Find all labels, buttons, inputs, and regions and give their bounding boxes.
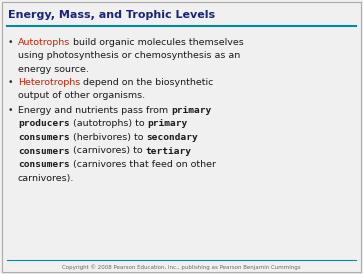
Text: Autotrophs: Autotrophs	[18, 38, 70, 47]
Text: Energy and nutrients pass from: Energy and nutrients pass from	[18, 106, 171, 115]
Text: (carnivores) to: (carnivores) to	[70, 147, 145, 156]
Text: build organic molecules themselves: build organic molecules themselves	[70, 38, 244, 47]
Text: (herbivores) to: (herbivores) to	[70, 133, 146, 142]
Text: •: •	[8, 78, 13, 87]
Text: Copyright © 2008 Pearson Education, Inc., publishing as Pearson Benjamin Cumming: Copyright © 2008 Pearson Education, Inc.…	[62, 264, 300, 270]
Text: carnivores).: carnivores).	[18, 173, 74, 182]
FancyBboxPatch shape	[2, 2, 361, 272]
Text: •: •	[8, 106, 13, 115]
Text: (autotrophs) to: (autotrophs) to	[70, 119, 147, 129]
Text: depend on the biosynthetic: depend on the biosynthetic	[80, 78, 213, 87]
Text: consumers: consumers	[18, 147, 70, 156]
Text: consumers: consumers	[18, 160, 70, 169]
Text: using photosynthesis or chemosynthesis as an: using photosynthesis or chemosynthesis a…	[18, 52, 240, 61]
Text: secondary: secondary	[146, 133, 198, 142]
Text: energy source.: energy source.	[18, 65, 89, 74]
Text: (carnivores that feed on other: (carnivores that feed on other	[70, 160, 216, 169]
Text: Energy, Mass, and Trophic Levels: Energy, Mass, and Trophic Levels	[8, 10, 215, 20]
Text: producers: producers	[18, 119, 70, 129]
Text: •: •	[8, 38, 13, 47]
Text: primary: primary	[147, 119, 188, 129]
Text: primary: primary	[171, 106, 211, 115]
Text: output of other organisms.: output of other organisms.	[18, 92, 145, 101]
Text: tertiary: tertiary	[145, 147, 191, 156]
Text: consumers: consumers	[18, 133, 70, 142]
Text: Heterotrophs: Heterotrophs	[18, 78, 80, 87]
